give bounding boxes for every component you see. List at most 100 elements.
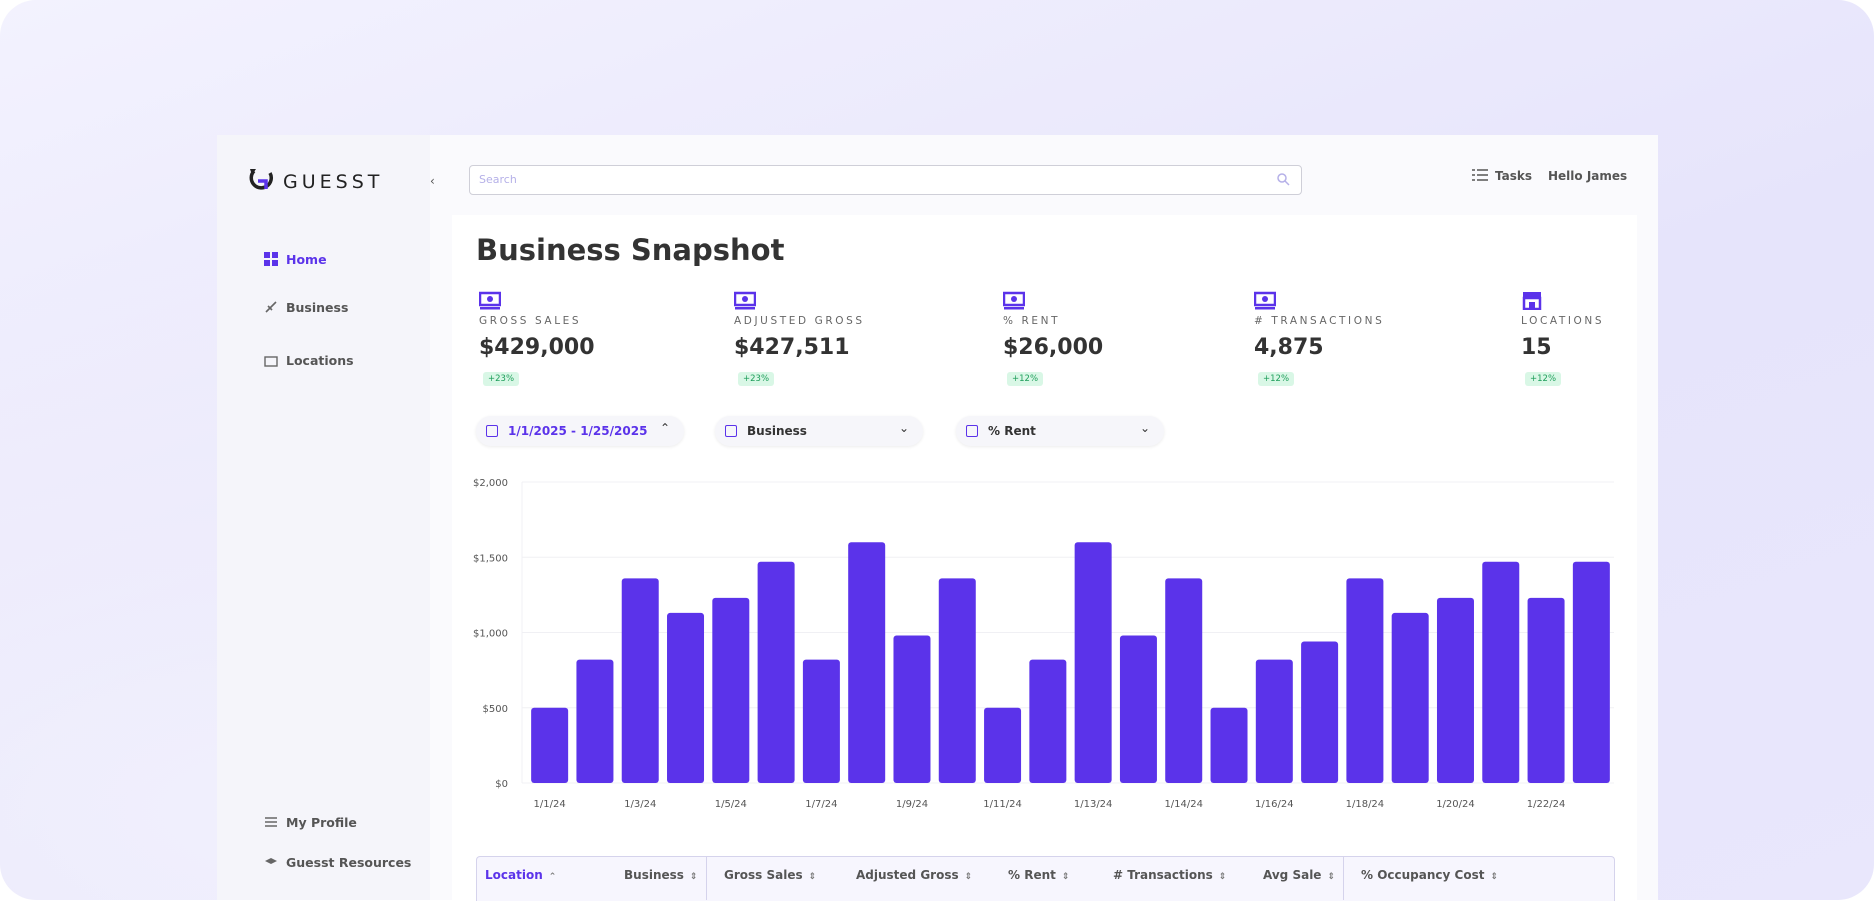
business-icon — [265, 301, 277, 313]
bar — [757, 561, 795, 783]
kpi-change: +12% — [1525, 372, 1562, 386]
kpi-icon — [734, 291, 756, 310]
filter-dropdown[interactable] — [476, 416, 684, 446]
page-title: Business Snapshot — [476, 233, 785, 267]
logo-icon — [249, 169, 274, 190]
x-tick-label: 1/9/24 — [896, 799, 928, 810]
kpi-value: $429,000 — [479, 335, 595, 360]
kpi-change: +23% — [483, 372, 520, 386]
x-tick-label: 1/16/24 — [1255, 799, 1294, 810]
bar — [1074, 542, 1112, 783]
bar — [1210, 707, 1248, 783]
kpi-value: $26,000 — [1003, 335, 1104, 360]
bar — [1301, 641, 1339, 783]
column-header[interactable]: # Transactions ⇕ — [1113, 868, 1227, 882]
search-icon — [1277, 173, 1290, 186]
x-tick-label: 1/14/24 — [1164, 799, 1203, 810]
x-tick-label: 1/3/24 — [624, 799, 656, 810]
kpi-change: +23% — [738, 372, 775, 386]
resources-icon — [265, 858, 277, 864]
bar — [1391, 612, 1429, 783]
nav-resources[interactable]: Guesst Resources — [286, 855, 412, 870]
filter-dropdown[interactable] — [956, 416, 1164, 446]
y-tick-label: $1,000 — [473, 629, 508, 640]
x-tick-label: 1/5/24 — [715, 799, 747, 810]
bar — [848, 542, 886, 783]
sort-icon: ⇕ — [689, 872, 698, 882]
sort-icon: ⇕ — [1061, 872, 1070, 882]
x-tick-label: 1/7/24 — [805, 799, 837, 810]
sort-icon: ⇕ — [964, 872, 973, 882]
bar — [938, 578, 976, 783]
x-tick-label: 1/22/24 — [1527, 799, 1566, 810]
column-header[interactable]: Gross Sales ⇕ — [724, 868, 817, 882]
collapse-button[interactable]: ‹ — [430, 174, 435, 188]
nav-profile[interactable]: My Profile — [286, 815, 357, 830]
filter-dropdown[interactable] — [715, 416, 923, 446]
bar — [1029, 659, 1067, 783]
locations-icon — [264, 356, 278, 367]
kpi-label: # TRANSACTIONS — [1254, 315, 1385, 327]
nav-business[interactable]: Business — [286, 300, 349, 315]
filter-icon — [486, 425, 498, 437]
kpi-value: $427,511 — [734, 335, 850, 360]
bar — [984, 707, 1022, 783]
filter-text: % Rent — [988, 424, 1036, 438]
x-tick-label: 1/20/24 — [1436, 799, 1475, 810]
bar — [1119, 635, 1157, 783]
bar — [1436, 597, 1474, 783]
column-header[interactable]: % Occupancy Cost ⇕ — [1361, 868, 1498, 882]
sort-icon: ⇕ — [808, 872, 817, 882]
nav-home[interactable]: Home — [286, 252, 327, 267]
column-header[interactable]: Avg Sale ⇕ — [1263, 868, 1335, 882]
column-header[interactable]: % Rent ⇕ — [1008, 868, 1070, 882]
filter-icon — [966, 425, 978, 437]
tasks[interactable]: Tasks — [1495, 169, 1533, 183]
bar — [667, 612, 705, 783]
x-tick-label: 1/18/24 — [1346, 799, 1385, 810]
tasks-icon — [1472, 169, 1488, 181]
profile-icon — [265, 817, 277, 827]
nav-locations[interactable]: Locations — [286, 353, 354, 368]
kpi-value: 15 — [1521, 335, 1552, 360]
kpi-change: +12% — [1007, 372, 1044, 386]
kpi-label: GROSS SALES — [479, 315, 582, 327]
table-divider — [706, 856, 707, 900]
sort-icon: ⇕ — [1218, 872, 1227, 882]
bar — [1482, 561, 1520, 783]
kpi-icon — [479, 291, 501, 310]
bar — [576, 659, 614, 783]
filter-text: 1/1/2025 - 1/25/2025 — [508, 424, 648, 438]
chart: $0 $500 $1,000 $1,500 $2,000 1/1/24 1/3/24 1/5/… — [473, 478, 1614, 810]
chevron: ⌃ — [660, 421, 671, 435]
kpi-icon — [1254, 291, 1276, 310]
x-tick-label: 1/1/24 — [534, 799, 566, 810]
filter-icon — [725, 425, 737, 437]
kpi-value: 4,875 — [1254, 335, 1324, 360]
bar — [531, 707, 569, 783]
column-header[interactable]: Business ⇕ — [624, 868, 698, 882]
y-tick-label: $1,500 — [473, 553, 508, 564]
bar — [802, 659, 840, 783]
kpi-label: % RENT — [1003, 315, 1061, 327]
home-icon — [264, 252, 278, 266]
chevron: ⌄ — [1140, 421, 1151, 435]
sort-icon: ⌃ — [548, 872, 557, 882]
search-placeholder: Search — [479, 173, 517, 186]
bar — [621, 578, 659, 783]
bar — [1346, 578, 1384, 783]
bar — [893, 635, 931, 783]
search-box[interactable] — [469, 165, 1302, 195]
y-tick-label: $2,000 — [473, 478, 508, 489]
bar — [1572, 561, 1610, 783]
kpi-label: ADJUSTED GROSS — [734, 315, 865, 327]
kpi-icon — [1522, 292, 1542, 310]
column-header[interactable]: Adjusted Gross ⇕ — [856, 868, 973, 882]
x-tick-label: 1/13/24 — [1074, 799, 1113, 810]
chevron: ⌄ — [899, 421, 910, 435]
column-header[interactable]: Location ⌃ — [485, 868, 557, 882]
table — [476, 856, 1615, 901]
sort-icon: ⇕ — [1327, 872, 1335, 882]
y-tick-label: $500 — [483, 704, 508, 715]
